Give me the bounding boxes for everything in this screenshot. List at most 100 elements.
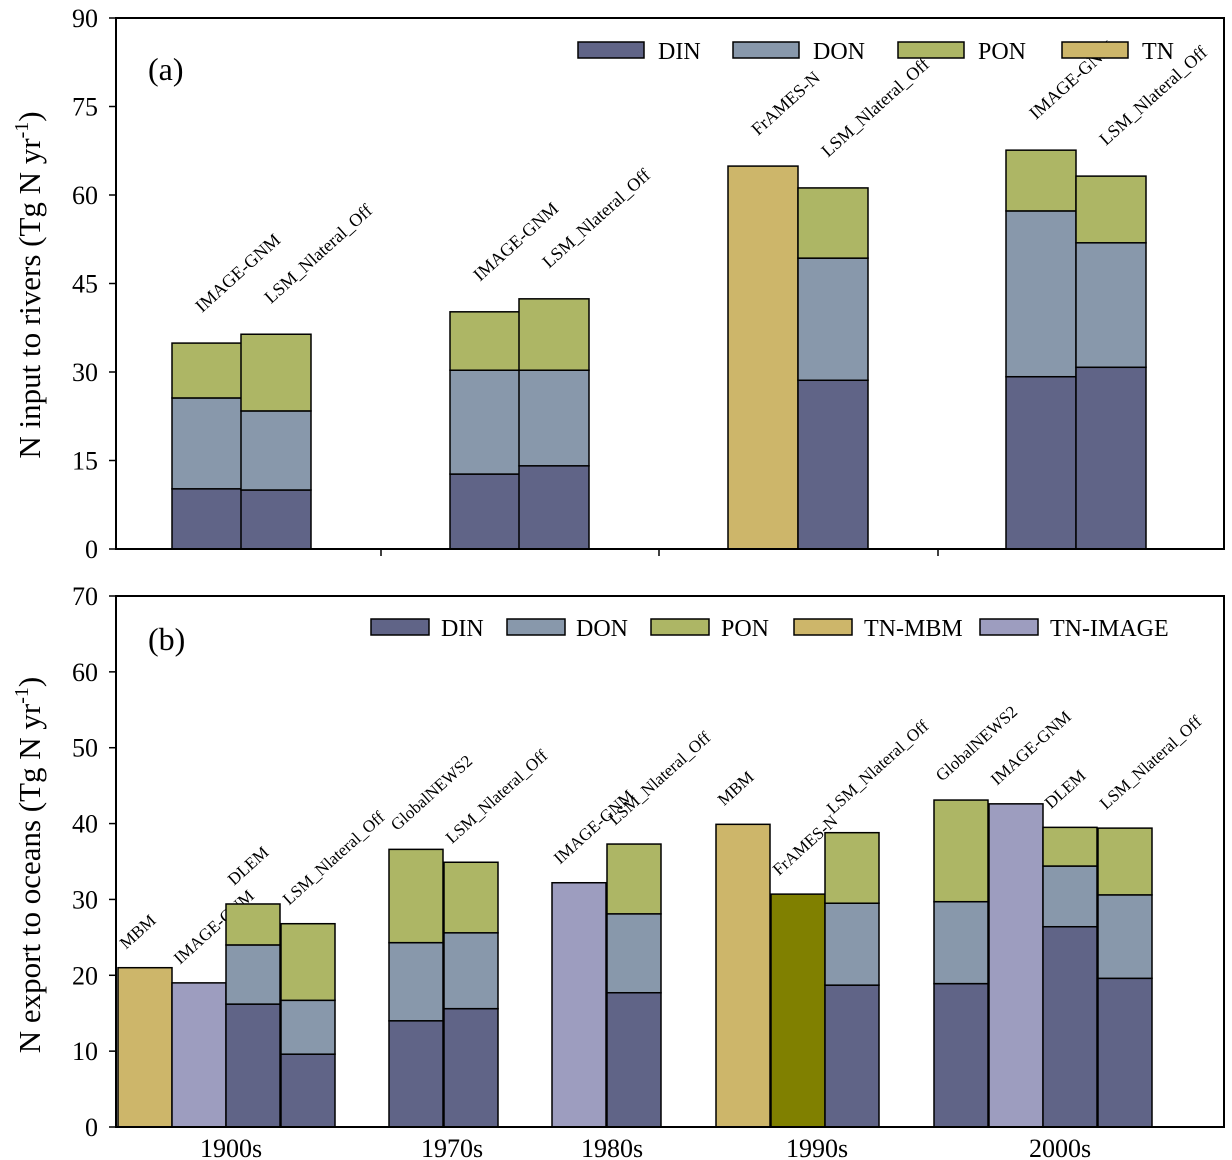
y-axis-label: N input to rivers (Tg N yr-1) [11,111,47,458]
bar-2000s-DLEM: DLEM [1041,766,1098,1128]
bar-segment-PON [240,333,312,412]
legend-item-DON: DON [506,616,628,642]
bar-model-label: FrAMES-N [747,67,824,139]
bar-2000s-LSM_Nlateral_Off: LSM_Nlateral_Off [1096,712,1206,1128]
y-tick-label: 60 [72,181,98,210]
bar-segment-TN-FrAMES [770,893,826,1128]
bar-segment-DIN [824,984,880,1128]
legend-item-DON: DON [732,39,865,65]
legend-swatch [793,618,853,636]
bar-segment-TN-IMAGE [988,803,1044,1128]
legend-item-DIN: DIN [370,616,484,642]
bar-segment-PON [171,342,243,399]
y-tick-label: 45 [72,270,98,299]
bar-segment-DIN [280,1053,336,1128]
bar-segment-DIN [240,489,312,550]
legend-item-DIN: DIN [577,39,701,65]
bar-segment-DON [1075,242,1147,369]
bar-segment-DIN [797,379,869,550]
legend-label: DON [813,39,865,65]
bar-segment-PON [225,903,281,946]
x-category-label: 2000s [1029,1134,1091,1160]
bar-segment-DON [280,999,336,1055]
legend-swatch [1061,41,1129,59]
bar-segment-TN-MBM [117,966,173,1128]
bar-segment-DON [449,369,521,475]
legend-label: DIN [658,39,701,65]
legend-label: PON [721,616,769,642]
bar-segment-DON [388,941,444,1022]
legend-label: PON [978,39,1026,65]
bar-segment-DON [824,902,880,986]
bar-model-label: LSM_Nlateral_Off [1096,712,1206,813]
y-tick-label: 10 [72,1037,98,1066]
bar-2000s-LSM_Nlateral_Off: LSM_Nlateral_Off [1075,42,1211,550]
panel-label: (b) [148,621,185,657]
bar-segment-PON [1075,175,1147,244]
y-tick-label: 75 [72,93,98,122]
bar-segment-PON [933,799,989,903]
legend-swatch [506,618,566,636]
bar-segment-DON [1005,210,1077,378]
bar-segment-DON [1097,894,1153,980]
legend-label: DIN [441,616,484,642]
bar-segment-PON [449,311,521,371]
y-tick-label: 0 [85,1113,98,1142]
y-tick-label: 30 [72,885,98,914]
bar-segment-DIN [606,991,662,1128]
legend-item-TN: TN [1061,39,1174,65]
x-category-label: 1970s [421,1134,483,1160]
bar-1900s-MBM: MBM [116,911,173,1128]
x-category-label: 1990s [786,1134,848,1160]
bar-segment-DIN [1097,977,1153,1128]
legend-item-TN-IMAGE: TN-IMAGE [979,616,1169,642]
bar-segment-TN [727,165,799,550]
bar-segment-DON [518,369,590,467]
bar-segment-DIN [171,488,243,550]
bar-model-label: MBM [116,911,160,953]
bar-segment-PON [1042,826,1098,867]
bar-model-label: LSM_Nlateral_Off [817,54,933,161]
bar-segment-PON [388,848,444,944]
legend-label: TN-IMAGE [1050,616,1169,642]
bar-model-label: LSM_Nlateral_Off [823,716,933,817]
y-axis-label: N export to oceans (Tg N yr-1) [11,677,47,1054]
legend-swatch [732,41,800,59]
legend-item-PON: PON [897,39,1026,65]
legend-label: TN-MBM [864,616,963,642]
y-tick-label: 15 [72,447,98,476]
bar-segment-PON [824,831,880,904]
bar-model-label: MBM [714,767,758,809]
bar-segment-DIN [443,1007,499,1128]
y-tick-label: 90 [72,4,98,33]
bar-model-label: DLEM [224,843,273,889]
bar-segment-DON [797,257,869,382]
bar-model-label: LSM_Nlateral_Off [260,200,376,307]
bar-segment-TN-IMAGE [551,881,607,1128]
bar-segment-DIN [933,982,989,1128]
y-tick-label: 30 [72,358,98,387]
legend-item-TN-MBM: TN-MBM [793,616,963,642]
legend-item-PON: PON [650,616,769,642]
bar-segment-PON [280,922,336,1002]
bar-1900s-LSM_Nlateral_Off: LSM_Nlateral_Off [279,807,389,1128]
bar-segment-DON [443,932,499,1010]
legend-swatch [650,618,710,636]
bar-1900s-DLEM: DLEM [224,843,281,1128]
x-category-label: 1900s [200,1134,262,1160]
bar-segment-DON [1042,865,1098,928]
bar-model-label: IMAGE-GNM [469,198,562,284]
y-tick-label: 50 [72,734,98,763]
x-category-label: 1980s [581,1134,643,1160]
legend-label: DON [576,616,628,642]
panel-label: (a) [148,51,184,87]
y-tick-label: 20 [72,961,98,990]
y-tick-label: 0 [85,535,98,564]
legend-swatch [370,618,430,636]
bar-segment-TN-IMAGE [171,982,227,1128]
bar-segment-TN-MBM [715,823,771,1128]
bar-segment-PON [1005,149,1077,212]
y-tick-label: 40 [72,810,98,839]
